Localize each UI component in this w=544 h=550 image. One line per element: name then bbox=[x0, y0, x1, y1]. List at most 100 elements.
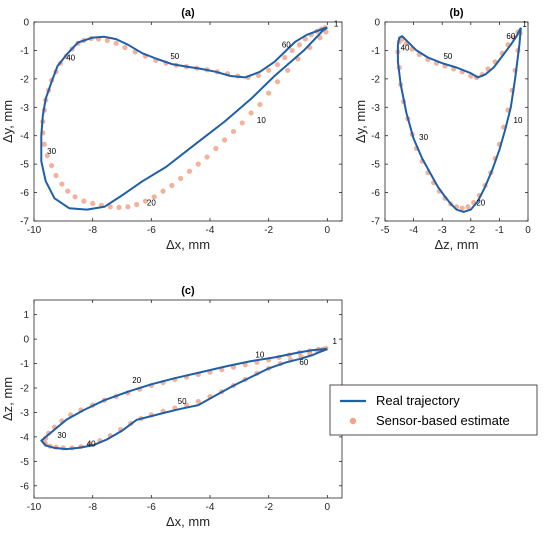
y-tick-label: -4 bbox=[20, 432, 29, 443]
axes-box bbox=[33, 299, 343, 499]
estimate-point bbox=[104, 37, 110, 44]
y-axis-label: Δy, mm bbox=[353, 100, 368, 143]
x-tick-label: -5 bbox=[381, 225, 390, 236]
x-tick-label: 0 bbox=[325, 502, 331, 513]
x-tick-label: 0 bbox=[325, 225, 331, 236]
point-index-label: 40 bbox=[87, 440, 96, 449]
point-index-label: 20 bbox=[476, 198, 485, 207]
estimate-point bbox=[255, 72, 261, 79]
x-tick-label: -4 bbox=[409, 225, 418, 236]
panel-title: (a) bbox=[181, 7, 195, 19]
y-tick-label: -3 bbox=[20, 408, 29, 419]
point-index-label: 30 bbox=[47, 147, 56, 156]
legend-marker-swatch bbox=[349, 417, 357, 425]
y-tick-label: -4 bbox=[371, 131, 380, 142]
x-tick-label: 0 bbox=[525, 225, 531, 236]
axes-box bbox=[33, 21, 343, 222]
point-index-label: 40 bbox=[401, 43, 410, 52]
x-axis-label: Δx, mm bbox=[166, 514, 210, 529]
estimate-point bbox=[285, 67, 291, 73]
estimate-point bbox=[230, 128, 237, 135]
x-tick-label: -10 bbox=[27, 502, 42, 513]
estimate-point bbox=[113, 40, 119, 46]
estimate-point bbox=[134, 201, 140, 208]
estimate-point bbox=[178, 175, 184, 181]
estimate-point bbox=[90, 200, 96, 206]
x-tick-label: -6 bbox=[147, 502, 156, 513]
y-tick-label: -2 bbox=[20, 384, 29, 395]
estimate-point bbox=[239, 120, 245, 126]
estimate-point bbox=[186, 168, 193, 174]
estimate-point bbox=[296, 42, 303, 48]
x-tick-label: -1 bbox=[495, 225, 504, 236]
estimate-point bbox=[465, 204, 471, 210]
estimate-point bbox=[222, 137, 228, 143]
estimate-point bbox=[323, 29, 329, 35]
y-tick-label: -5 bbox=[20, 160, 29, 171]
point-index-label: 20 bbox=[132, 376, 141, 385]
point-index-label: 30 bbox=[419, 133, 428, 142]
y-axis-label: Δz, mm bbox=[0, 377, 15, 421]
estimate-point bbox=[81, 198, 87, 204]
point-index-label: 1 bbox=[522, 20, 527, 29]
point-index-label: 60 bbox=[299, 358, 308, 367]
y-tick-label: -7 bbox=[20, 217, 29, 228]
y-tick-label: -5 bbox=[371, 160, 380, 171]
legend: Real trajectory Sensor-based estimate bbox=[329, 384, 538, 436]
x-tick-label: -10 bbox=[27, 225, 42, 236]
y-tick-label: -1 bbox=[20, 359, 29, 370]
estimate-point bbox=[257, 101, 263, 108]
legend-box bbox=[329, 384, 538, 436]
y-tick-label: -1 bbox=[20, 46, 29, 57]
estimate-point bbox=[59, 181, 65, 187]
estimate-point bbox=[53, 172, 59, 179]
x-tick-label: -6 bbox=[147, 225, 156, 236]
real-trajectory-line bbox=[40, 26, 328, 211]
y-tick-label: 0 bbox=[23, 18, 29, 29]
point-index-label: 1 bbox=[332, 337, 337, 346]
estimate-point bbox=[459, 205, 465, 211]
legend-label-estimate: Sensor-based estimate bbox=[376, 413, 510, 428]
estimate-point bbox=[266, 90, 272, 96]
panel-title: (b) bbox=[449, 7, 463, 19]
panel-a: -10 -8 -6 -4 -2 0 0 -1 -2 -3 -4 -5 -6 -7 (a) Δx, mm Δy, … bbox=[0, 7, 343, 252]
estimate-point bbox=[248, 110, 254, 116]
axes-box bbox=[384, 21, 529, 222]
estimate-point bbox=[65, 188, 71, 194]
point-index-label: 50 bbox=[443, 52, 452, 61]
estimate-point bbox=[160, 188, 166, 194]
estimate-point bbox=[49, 162, 55, 169]
real-trajectory-line bbox=[396, 27, 522, 213]
estimate-point bbox=[41, 141, 47, 147]
y-tick-label: -2 bbox=[371, 74, 380, 85]
estimate-point bbox=[169, 182, 175, 189]
estimate-point bbox=[142, 198, 149, 204]
x-tick-label: -2 bbox=[466, 225, 475, 236]
y-tick-label: 1 bbox=[23, 310, 29, 321]
estimate-point bbox=[204, 154, 210, 160]
y-tick-label: -3 bbox=[371, 103, 380, 114]
estimate-point bbox=[107, 204, 113, 210]
point-index-label: 40 bbox=[66, 53, 75, 62]
legend-label-real: Real trajectory bbox=[376, 393, 460, 408]
estimate-point bbox=[116, 204, 122, 210]
y-tick-label: -2 bbox=[20, 74, 29, 85]
x-tick-label: -8 bbox=[88, 502, 97, 513]
estimate-point bbox=[302, 36, 308, 42]
x-tick-label: -3 bbox=[438, 225, 447, 236]
x-tick-label: -2 bbox=[264, 502, 273, 513]
real-trajectory-line bbox=[40, 347, 328, 451]
y-tick-label: -6 bbox=[371, 188, 380, 199]
estimate-point bbox=[213, 145, 219, 152]
point-index-label: 20 bbox=[147, 198, 156, 207]
point-index-label: 50 bbox=[170, 52, 179, 61]
estimate-point bbox=[125, 204, 131, 210]
estimate-point bbox=[151, 194, 157, 200]
panel-b: -5 -4 -3 -2 -1 0 0 -1 -2 -3 -4 -5 -6 -7 (b) Δz, mm Δy, m… bbox=[353, 7, 531, 252]
y-axis-label: Δy, mm bbox=[0, 100, 15, 143]
estimate-point bbox=[195, 398, 201, 405]
estimate-point bbox=[289, 47, 295, 54]
y-tick-label: -3 bbox=[20, 103, 29, 114]
